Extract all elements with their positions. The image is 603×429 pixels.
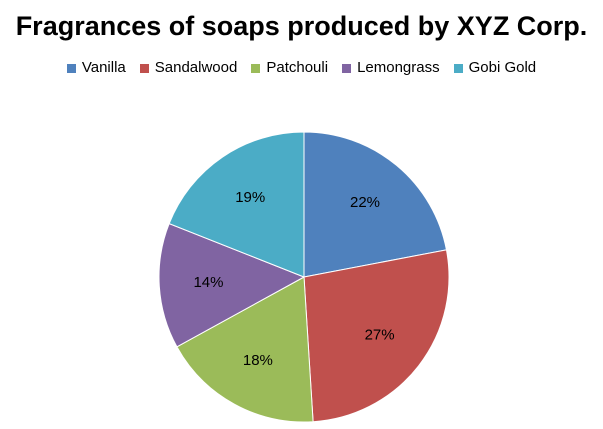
legend-swatch-patchouli	[251, 63, 261, 73]
legend-item-vanilla: Vanilla	[66, 58, 126, 78]
pie-slice-gobi-gold	[168, 131, 305, 278]
legend-item-patchouli: Patchouli	[251, 58, 328, 78]
legend-label-gobi-gold: Gobi Gold	[468, 59, 537, 76]
pie-slice-lemongrass	[158, 222, 306, 348]
legend-item-gobi-gold: Gobi Gold	[453, 58, 537, 78]
chart-legend: Vanilla Sandalwood Patchouli Lemongrass …	[0, 58, 603, 78]
legend-label-sandalwood: Sandalwood	[154, 59, 238, 76]
pie-label-patchouli: 18%	[243, 352, 273, 369]
pie-slice-vanilla	[303, 131, 448, 278]
legend-swatch-gobi-gold	[453, 63, 463, 73]
chart-title: Fragrances of soaps produced by XYZ Corp…	[15, 11, 588, 41]
legend-label-vanilla: Vanilla	[81, 59, 126, 76]
legend-item-sandalwood: Sandalwood	[139, 58, 238, 78]
legend-item-lemongrass: Lemongrass	[342, 58, 440, 78]
legend-label-patchouli: Patchouli	[266, 59, 329, 76]
legend-label-lemongrass: Lemongrass	[357, 59, 440, 76]
legend-swatch-vanilla	[66, 63, 76, 73]
pie-slice-sandalwood	[303, 249, 450, 423]
legend-swatch-lemongrass	[342, 63, 352, 73]
pie-label-lemongrass: 14%	[193, 274, 223, 291]
legend-swatch-sandalwood	[139, 63, 149, 73]
pie-label-vanilla: 22%	[350, 194, 380, 211]
pie-label-sandalwood: 27%	[365, 327, 395, 344]
pie-label-gobi-gold: 19%	[235, 189, 265, 206]
pie-slice-patchouli	[176, 276, 314, 423]
